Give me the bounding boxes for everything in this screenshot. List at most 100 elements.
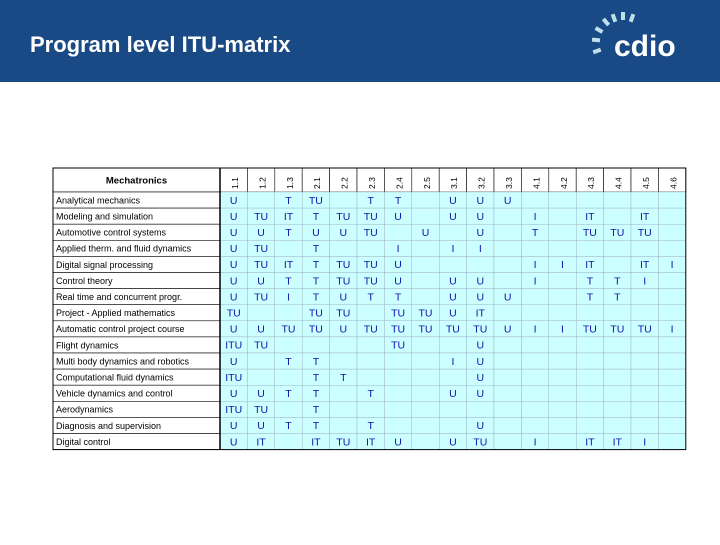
column-header: 1.1	[230, 177, 240, 189]
cell-value: T	[367, 291, 374, 303]
column-header: 3.3	[504, 177, 514, 189]
matrix-cell	[329, 191, 358, 209]
matrix-cell	[548, 304, 577, 322]
cell-value: I	[397, 243, 400, 255]
matrix-cell	[548, 288, 577, 305]
cell-value: TU	[254, 404, 268, 416]
cell-value: TU	[254, 259, 268, 271]
cell-value: IT	[366, 436, 376, 448]
matrix-cell	[274, 336, 303, 354]
matrix-cell	[630, 240, 659, 257]
matrix-cell	[356, 352, 385, 370]
row-name: Real time and concurrent progr.	[56, 292, 182, 302]
cell-value: U	[422, 227, 430, 239]
cell-value: T	[313, 420, 320, 432]
column-header: 2.3	[367, 177, 377, 189]
cell-value: TU	[419, 324, 433, 336]
matrix-cell	[411, 207, 440, 225]
cell-value: T	[313, 291, 320, 303]
matrix-cell	[603, 191, 632, 209]
cell-value: U	[230, 291, 238, 303]
cell-value: IT	[284, 259, 294, 271]
cell-value: U	[230, 243, 238, 255]
matrix-cell	[548, 207, 577, 225]
cell-value: T	[313, 356, 320, 368]
cell-value: T	[614, 275, 621, 287]
itu-matrix: Mechatronics 1.1 1.2 1.3 2.1 2.2 2.3 2.4 2.5 3.1 3…	[52, 167, 687, 451]
cell-value: U	[504, 324, 512, 336]
column-header: 2.2	[340, 177, 350, 189]
matrix-cell	[493, 417, 522, 434]
matrix-cell	[658, 223, 687, 241]
cell-value: T	[395, 291, 402, 303]
matrix-cell	[576, 304, 604, 322]
cell-value: I	[643, 275, 646, 287]
cell-value: U	[477, 356, 485, 368]
cell-value: TU	[309, 308, 323, 320]
matrix-cell	[411, 401, 440, 418]
matrix-cell	[521, 336, 550, 354]
corner-cell	[52, 167, 221, 193]
matrix-cell	[576, 352, 604, 370]
matrix-cell	[521, 352, 550, 370]
cell-value: TU	[610, 227, 624, 239]
cell-value: IT	[476, 308, 486, 320]
matrix-cell	[356, 368, 385, 386]
cell-value: IT	[585, 211, 595, 223]
matrix-cell	[630, 336, 659, 354]
cell-value: U	[477, 211, 485, 223]
cell-value: TU	[419, 308, 433, 320]
column-header: 1.3	[285, 177, 295, 189]
matrix-cell	[247, 191, 275, 209]
matrix-cell	[493, 433, 522, 450]
cell-value: U	[312, 227, 320, 239]
matrix-cell	[411, 417, 440, 434]
cell-value: U	[394, 211, 402, 223]
row-name: Automatic control project course	[56, 324, 185, 334]
cell-value: TU	[254, 243, 268, 255]
cell-value: TU	[364, 227, 378, 239]
matrix-cell	[411, 336, 440, 354]
matrix-cell	[576, 336, 604, 354]
matrix-cell	[521, 288, 550, 305]
matrix-cell	[548, 240, 577, 257]
matrix-cell	[411, 288, 440, 305]
matrix-cell	[247, 368, 275, 386]
matrix-cell	[548, 272, 577, 289]
matrix-cell	[356, 401, 385, 418]
matrix-cell	[603, 385, 632, 402]
cell-value: U	[257, 275, 265, 287]
matrix-cell	[658, 417, 687, 434]
cell-value: U	[394, 436, 402, 448]
matrix-cell	[411, 191, 440, 209]
matrix-cell	[274, 240, 303, 257]
cell-value: T	[285, 227, 292, 239]
cell-value: ITU	[225, 340, 242, 352]
matrix-cell	[521, 401, 550, 418]
matrix-cell	[630, 417, 659, 434]
cell-value: TU	[336, 308, 350, 320]
cell-value: ITU	[225, 372, 242, 384]
cell-value: TU	[610, 324, 624, 336]
cell-value: IT	[284, 211, 294, 223]
column-header: 4.2	[559, 177, 569, 189]
cell-value: I	[479, 243, 482, 255]
matrix-cell	[384, 401, 412, 418]
matrix-cell	[384, 223, 412, 241]
cell-value: U	[230, 420, 238, 432]
matrix-cell	[576, 191, 604, 209]
column-header-cell	[356, 167, 385, 193]
matrix-cell	[576, 368, 604, 386]
column-header: 4.6	[668, 177, 678, 189]
cell-value: TU	[364, 259, 378, 271]
matrix-cell	[274, 433, 303, 450]
cell-value: T	[587, 291, 594, 303]
matrix-cell	[439, 401, 467, 418]
cell-value: T	[313, 275, 320, 287]
cell-value: U	[477, 372, 485, 384]
cell-value: IT	[585, 259, 595, 271]
matrix-cell	[658, 401, 687, 418]
column-header: 4.1	[531, 177, 541, 189]
slide-title: Program level ITU-matrix	[30, 32, 291, 57]
matrix-cell	[274, 368, 303, 386]
